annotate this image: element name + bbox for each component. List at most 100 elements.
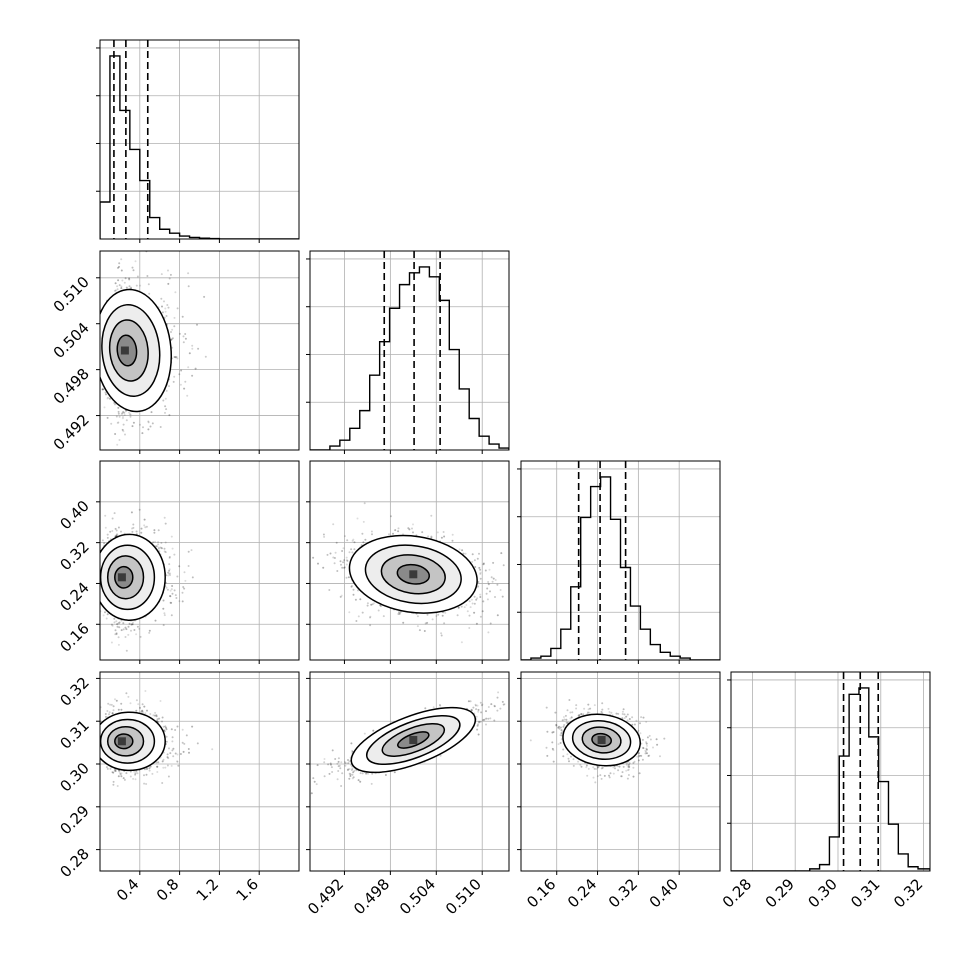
sample-point: [481, 610, 484, 613]
sample-point: [152, 541, 155, 544]
sample-point: [479, 571, 482, 574]
hist-panel-p3: [727, 671, 931, 872]
sample-point: [183, 387, 186, 390]
histogram-p0: [100, 55, 299, 239]
sample-point: [154, 540, 157, 543]
sample-point: [115, 534, 118, 537]
sample-point: [169, 595, 172, 598]
sample-point: [156, 765, 159, 768]
sample-point: [488, 568, 491, 571]
sample-point: [397, 613, 400, 615]
sample-point: [162, 624, 165, 627]
sample-point: [168, 414, 171, 417]
sample-point: [116, 625, 119, 628]
sample-point: [185, 734, 188, 737]
panel-p0-p3: [96, 671, 300, 875]
sample-point: [106, 416, 109, 419]
sample-point: [463, 606, 466, 609]
sample-point: [136, 275, 139, 278]
sample-point: [168, 277, 171, 280]
sample-point: [379, 605, 382, 608]
sample-point: [182, 335, 185, 338]
sample-point: [122, 410, 125, 413]
sample-point: [132, 526, 135, 529]
sample-point: [115, 620, 118, 623]
sample-point: [476, 597, 479, 600]
sample-point: [499, 589, 502, 591]
sample-point: [159, 426, 162, 428]
sample-point: [392, 532, 394, 535]
sample-point: [169, 589, 172, 592]
sample-point: [188, 352, 191, 355]
sample-point: [174, 356, 177, 359]
panel-frame: [309, 460, 510, 661]
sample-point: [484, 569, 487, 572]
sample-point: [342, 547, 345, 550]
sample-point: [115, 533, 118, 536]
sample-point: [117, 526, 120, 529]
sample-point: [110, 623, 113, 626]
sample-point: [347, 576, 350, 579]
sample-point: [105, 617, 108, 620]
sample-point: [106, 536, 109, 539]
sample-point: [180, 369, 183, 372]
sample-point: [369, 616, 371, 619]
sample-point: [479, 572, 482, 575]
sample-point: [473, 559, 476, 562]
sample-point: [112, 771, 115, 774]
sample-point: [114, 433, 117, 435]
sample-point: [168, 557, 171, 559]
sample-point: [179, 383, 182, 386]
sample-point: [117, 412, 120, 415]
sample-point: [164, 522, 167, 525]
sample-point: [111, 712, 114, 715]
sample-point: [104, 391, 107, 394]
sample-point: [353, 541, 356, 544]
sample-point: [145, 773, 148, 776]
sample-point: [130, 629, 132, 632]
sample-point: [157, 541, 160, 543]
sample-point: [117, 643, 120, 646]
sample-point: [135, 530, 138, 533]
sample-point: [170, 728, 173, 731]
sample-point: [457, 606, 460, 609]
sample-point: [487, 631, 490, 634]
sample-point: [361, 532, 364, 535]
sample-point: [346, 559, 349, 562]
sample-point: [117, 406, 120, 409]
sample-point: [352, 538, 355, 541]
sample-point: [121, 279, 124, 282]
sample-point: [430, 536, 433, 539]
sample-point: [489, 622, 492, 625]
sample-point: [462, 552, 465, 555]
sample-point: [120, 413, 123, 416]
sample-point: [168, 568, 171, 571]
sample-point: [468, 627, 471, 629]
sample-point: [113, 512, 116, 515]
sample-point: [124, 636, 127, 638]
sample-point: [117, 279, 120, 282]
sample-point: [348, 611, 351, 614]
sample-point: [174, 594, 177, 597]
sample-point: [191, 374, 194, 377]
sample-point: [96, 750, 98, 752]
sample-point: [168, 572, 171, 575]
sample-point: [96, 728, 98, 730]
sample-point: [169, 595, 171, 597]
sample-point: [108, 713, 110, 716]
sample-point: [102, 388, 105, 391]
sample-point: [124, 626, 127, 629]
sample-point: [437, 613, 440, 616]
sample-point: [111, 530, 114, 532]
sample-point: [426, 613, 429, 616]
sample-point: [354, 598, 357, 601]
sample-point: [168, 563, 171, 566]
sample-point: [117, 622, 120, 625]
sample-point: [187, 550, 190, 553]
sample-point: [106, 533, 109, 536]
sample-point: [95, 595, 97, 597]
sample-point: [140, 527, 143, 530]
sample-point: [106, 613, 109, 616]
sample-point: [165, 389, 168, 392]
sample-point: [178, 565, 181, 568]
